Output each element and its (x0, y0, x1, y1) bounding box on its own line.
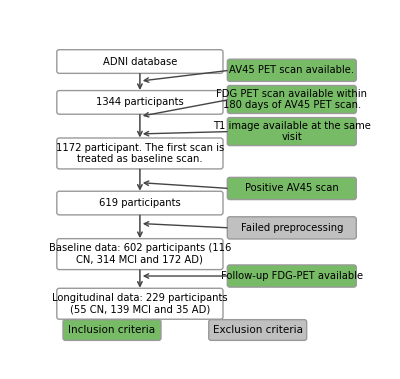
FancyBboxPatch shape (227, 177, 356, 200)
FancyBboxPatch shape (227, 265, 356, 287)
FancyBboxPatch shape (63, 319, 161, 340)
FancyBboxPatch shape (57, 288, 223, 319)
Text: Baseline data: 602 participants (116
CN, 314 MCI and 172 AD): Baseline data: 602 participants (116 CN,… (49, 243, 231, 265)
Text: ADNI database: ADNI database (103, 56, 177, 67)
FancyBboxPatch shape (57, 191, 223, 215)
FancyBboxPatch shape (57, 239, 223, 269)
Text: Exclusion criteria: Exclusion criteria (213, 325, 303, 335)
FancyBboxPatch shape (209, 319, 307, 340)
Text: Longitudinal data: 229 participants
(55 CN, 139 MCI and 35 AD): Longitudinal data: 229 participants (55 … (52, 293, 228, 315)
Text: FDG PET scan available within
180 days of AV45 PET scan.: FDG PET scan available within 180 days o… (216, 89, 367, 110)
FancyBboxPatch shape (227, 217, 356, 239)
FancyBboxPatch shape (227, 85, 356, 113)
FancyBboxPatch shape (57, 50, 223, 74)
Text: T1 image available at the same
visit: T1 image available at the same visit (213, 121, 371, 143)
FancyBboxPatch shape (57, 91, 223, 114)
FancyBboxPatch shape (227, 117, 356, 146)
Text: AV45 PET scan available.: AV45 PET scan available. (229, 65, 354, 75)
Text: 1344 participants: 1344 participants (96, 97, 184, 107)
Text: 1172 participant. The first scan is
treated as baseline scan.: 1172 participant. The first scan is trea… (56, 143, 224, 164)
Text: Follow-up FDG-PET available: Follow-up FDG-PET available (221, 271, 363, 281)
FancyBboxPatch shape (57, 138, 223, 169)
Text: 619 participants: 619 participants (99, 198, 181, 208)
FancyBboxPatch shape (227, 59, 356, 81)
Text: Failed preprocessing: Failed preprocessing (240, 223, 343, 233)
Text: Positive AV45 scan: Positive AV45 scan (245, 183, 339, 193)
Text: Inclusion criteria: Inclusion criteria (68, 325, 156, 335)
